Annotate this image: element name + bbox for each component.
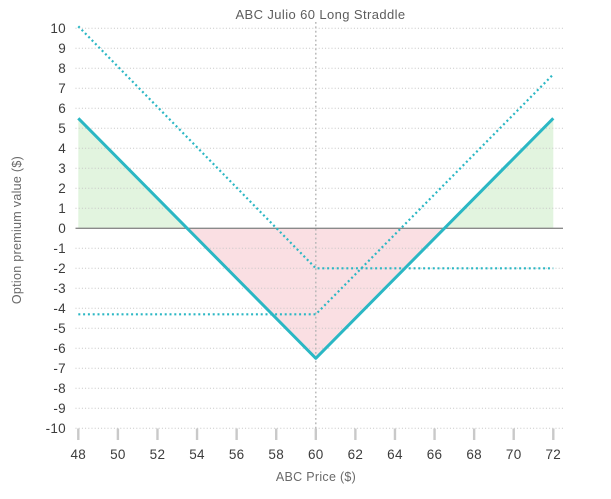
y-tick-label: -8 (53, 381, 66, 396)
y-tick-label: 6 (58, 101, 66, 116)
x-tick-label: 64 (387, 447, 403, 462)
x-tick-label: 56 (229, 447, 245, 462)
y-tick-label: -1 (53, 241, 66, 256)
y-tick-label: 0 (58, 221, 66, 236)
long-call-payoff-line (78, 73, 555, 316)
x-tick-label: 66 (427, 447, 443, 462)
x-tick-label: 58 (268, 447, 284, 462)
y-tick-label: -6 (53, 341, 66, 356)
x-tick-label: 54 (189, 447, 205, 462)
y-tick-label: 10 (50, 21, 66, 36)
y-tick-label: -5 (53, 321, 66, 336)
y-tick-label: -2 (53, 261, 66, 276)
chart-title: ABC Julio 60 Long Straddle (235, 7, 406, 22)
y-tick-label: 2 (58, 181, 66, 196)
y-tick-label: -10 (46, 421, 66, 436)
y-tick-label: 9 (58, 41, 66, 56)
y-tick-label: 8 (58, 61, 66, 76)
x-axis-title: ABC Price ($) (275, 470, 357, 484)
y-tick-label: 4 (58, 141, 66, 156)
y-tick-label: -3 (53, 281, 66, 296)
x-tick-label: 70 (506, 447, 522, 462)
x-tick-label: 60 (308, 447, 324, 462)
loss-zone-fill (187, 228, 445, 359)
x-tick-label: 62 (348, 447, 364, 462)
x-tick-label: 52 (150, 447, 166, 462)
long-straddle-payoff-line (77, 117, 555, 360)
x-tick-label: 48 (70, 447, 86, 462)
x-tick-label: 50 (110, 447, 126, 462)
x-tick-label: 68 (466, 447, 482, 462)
y-tick-label: 5 (58, 121, 66, 136)
y-tick-label: -9 (53, 401, 66, 416)
y-tick-label: 7 (58, 81, 66, 96)
y-tick-label: 3 (58, 161, 66, 176)
y-tick-label: 1 (58, 201, 66, 216)
y-tick-label: -7 (53, 361, 66, 376)
x-tick-label: 72 (545, 447, 561, 462)
y-tick-label: -4 (53, 301, 66, 316)
